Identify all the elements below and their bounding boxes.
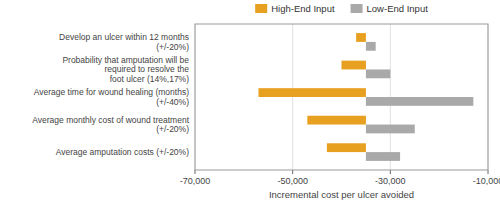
bar: [356, 33, 366, 42]
legend: High-End Input Low-End Input: [255, 3, 428, 14]
bars: [258, 33, 473, 161]
legend-item: Low-End Input: [351, 3, 429, 14]
plot-frame: [195, 24, 488, 170]
category-label: Develop an ulcer within 12 months(+/-20%…: [59, 32, 189, 52]
tick-label: -70,000: [180, 176, 211, 186]
legend-item: High-End Input: [255, 3, 335, 14]
chart: -70,000 -50,000 -30,000 -10,000 Average ampu…: [0, 0, 500, 217]
legend-swatch: [351, 4, 363, 13]
tick-label: -10,000: [473, 176, 500, 186]
tick-mark: [488, 170, 489, 174]
legend-label: High-End Input: [271, 3, 335, 14]
bar: [258, 88, 365, 97]
bar: [366, 42, 376, 51]
tick-mark: [195, 170, 196, 174]
bar: [366, 125, 415, 134]
bar: [366, 152, 400, 161]
tick-mark: [292, 170, 293, 174]
grid: [195, 24, 488, 170]
x-axis-label: Incremental cost per ulcer avoided: [269, 189, 414, 200]
legend-swatch: [255, 4, 267, 13]
bar: [327, 143, 366, 152]
bar: [366, 69, 390, 78]
tick-label: -30,000: [375, 176, 406, 186]
bar: [342, 61, 366, 70]
tick-label: -50,000: [277, 176, 308, 186]
category-label: Probability that amputation will berequi…: [62, 55, 189, 84]
category-label: Average time for wound healing (months)(…: [34, 87, 189, 107]
bar: [366, 97, 473, 106]
category-label: Average monthly cost of wound treatment(…: [32, 115, 189, 135]
bar: [307, 116, 366, 125]
legend-label: Low-End Input: [367, 3, 429, 14]
tick-mark: [390, 170, 391, 174]
category-label: Average amputation costs (+/-20%): [56, 147, 189, 157]
